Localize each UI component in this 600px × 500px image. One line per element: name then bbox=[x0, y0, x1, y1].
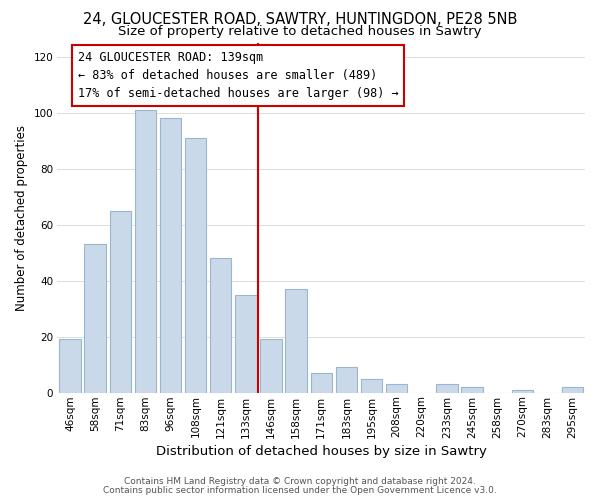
Bar bbox=[512, 390, 533, 392]
Text: 24 GLOUCESTER ROAD: 139sqm
← 83% of detached houses are smaller (489)
17% of sem: 24 GLOUCESTER ROAD: 139sqm ← 83% of deta… bbox=[77, 51, 398, 100]
Bar bbox=[361, 378, 382, 392]
Bar bbox=[59, 340, 81, 392]
Bar bbox=[210, 258, 232, 392]
Bar bbox=[461, 387, 482, 392]
Bar bbox=[85, 244, 106, 392]
Text: Size of property relative to detached houses in Sawtry: Size of property relative to detached ho… bbox=[118, 25, 482, 38]
Bar bbox=[260, 340, 281, 392]
Bar bbox=[185, 138, 206, 392]
Bar bbox=[335, 368, 357, 392]
Bar bbox=[436, 384, 458, 392]
Bar bbox=[386, 384, 407, 392]
Text: Contains HM Land Registry data © Crown copyright and database right 2024.: Contains HM Land Registry data © Crown c… bbox=[124, 477, 476, 486]
Bar bbox=[286, 289, 307, 393]
Bar bbox=[562, 387, 583, 392]
X-axis label: Distribution of detached houses by size in Sawtry: Distribution of detached houses by size … bbox=[156, 444, 487, 458]
Bar bbox=[135, 110, 156, 393]
Bar bbox=[311, 373, 332, 392]
Text: Contains public sector information licensed under the Open Government Licence v3: Contains public sector information licen… bbox=[103, 486, 497, 495]
Y-axis label: Number of detached properties: Number of detached properties bbox=[15, 124, 28, 310]
Bar bbox=[235, 294, 257, 392]
Bar bbox=[160, 118, 181, 392]
Text: 24, GLOUCESTER ROAD, SAWTRY, HUNTINGDON, PE28 5NB: 24, GLOUCESTER ROAD, SAWTRY, HUNTINGDON,… bbox=[83, 12, 517, 28]
Bar bbox=[110, 210, 131, 392]
